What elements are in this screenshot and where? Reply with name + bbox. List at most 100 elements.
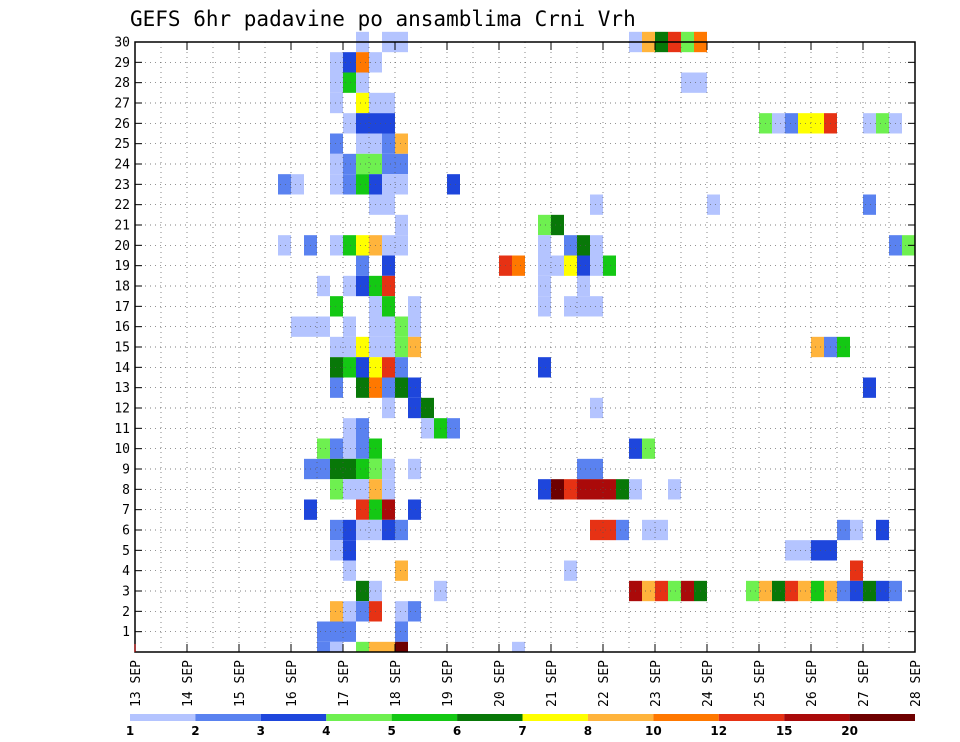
precip-cell <box>863 377 876 398</box>
precip-cell <box>330 92 343 114</box>
y-tick-label: 21 <box>114 219 130 234</box>
y-tick-label: 4 <box>122 564 130 579</box>
y-tick-label: 16 <box>114 320 130 335</box>
legend-label: 20 <box>841 724 858 738</box>
x-tick-label: 26 SEP <box>805 660 820 707</box>
precip-cell <box>421 418 434 439</box>
precip-cell <box>590 519 603 541</box>
precip-cell <box>317 641 330 652</box>
precip-cell <box>343 72 356 93</box>
legend-swatch <box>195 714 261 721</box>
grid-lines <box>135 42 915 652</box>
precip-cell <box>356 133 369 154</box>
precip-cell <box>590 397 603 419</box>
precip-cell <box>395 641 408 652</box>
precip-cell <box>590 458 603 480</box>
precip-cell <box>382 133 395 154</box>
precip-cell <box>330 601 343 622</box>
precip-cell <box>577 479 590 500</box>
precip-cell <box>707 194 720 215</box>
precip-cell <box>356 580 369 602</box>
precip-cell <box>408 316 421 337</box>
precip-cell <box>512 255 525 276</box>
y-tick-label: 14 <box>114 361 130 376</box>
precip-cell <box>382 316 395 337</box>
precip-cell <box>317 438 330 459</box>
precip-cell <box>382 397 395 419</box>
precip-cell <box>811 113 824 134</box>
precip-cell <box>330 153 343 175</box>
precip-cell <box>395 316 408 337</box>
y-tick-label: 29 <box>114 56 130 71</box>
y-tick-label: 30 <box>114 36 130 51</box>
precip-cell <box>395 519 408 541</box>
precip-cell <box>330 519 343 541</box>
y-tick-label: 17 <box>114 300 130 315</box>
precip-cell <box>343 560 356 581</box>
legend-swatch <box>718 714 785 721</box>
legend-swatch <box>784 714 850 721</box>
precip-cell <box>356 72 369 93</box>
y-tick-label: 20 <box>114 239 130 254</box>
precip-cell <box>590 296 603 317</box>
precip-cell <box>343 621 356 642</box>
precip-cell <box>850 560 863 581</box>
precip-cell <box>538 296 551 317</box>
precip-cell <box>382 235 395 256</box>
x-tick-label: 16 SEP <box>285 660 300 707</box>
legend-swatch <box>587 714 654 721</box>
precip-cell <box>590 235 603 256</box>
precip-cell <box>863 113 876 134</box>
precip-cell <box>642 438 655 459</box>
legend-swatch <box>326 714 392 721</box>
precip-cell <box>395 336 408 358</box>
legend-label: 2 <box>191 724 199 738</box>
precip-cell <box>330 357 343 378</box>
precip-cell <box>603 519 616 541</box>
y-tick-label: 7 <box>122 503 130 518</box>
precip-cell <box>356 641 369 652</box>
legend-label: 3 <box>257 724 265 738</box>
precip-cell <box>382 499 395 520</box>
legend-label: 8 <box>584 724 592 738</box>
precip-cell <box>343 336 356 358</box>
precip-cell <box>603 479 616 500</box>
precip-cell <box>772 580 785 602</box>
precip-cell <box>785 580 798 602</box>
precip-cell <box>876 113 889 134</box>
precip-cell <box>538 255 551 276</box>
precip-cell <box>616 519 629 541</box>
legend-swatch <box>522 714 588 721</box>
y-tick-label: 10 <box>114 442 130 457</box>
y-tick-label: 22 <box>114 198 130 213</box>
precip-cell <box>343 113 356 134</box>
precip-cell <box>330 641 343 652</box>
precip-cell <box>330 235 343 256</box>
precip-cell <box>395 621 408 642</box>
precip-cell <box>850 519 863 541</box>
precip-cell <box>382 296 395 317</box>
precip-cell <box>343 153 356 175</box>
y-tick-label: 3 <box>122 585 130 600</box>
x-tick-label: 22 SEP <box>597 660 612 707</box>
precip-cell <box>408 601 421 622</box>
precip-cell <box>356 52 369 73</box>
precip-cell <box>837 519 850 541</box>
x-tick-label: 24 SEP <box>701 660 716 707</box>
precip-cell <box>382 194 395 215</box>
precip-cell <box>395 133 408 154</box>
precip-cell <box>863 194 876 215</box>
precip-cell <box>317 275 330 297</box>
precip-cell <box>278 235 291 256</box>
x-tick-label: 25 SEP <box>753 660 768 707</box>
chart-title: GEFS 6hr padavine po ansamblima Crni Vrh <box>130 7 636 31</box>
precip-cell <box>382 174 395 195</box>
x-tick-label: 23 SEP <box>649 660 664 707</box>
y-tick-label: 25 <box>114 137 130 152</box>
precip-cell <box>356 255 369 276</box>
precip-cell <box>772 113 785 134</box>
precip-cell <box>538 275 551 297</box>
precip-cell <box>369 641 382 652</box>
precip-cell <box>382 377 395 398</box>
precip-cell <box>343 519 356 541</box>
